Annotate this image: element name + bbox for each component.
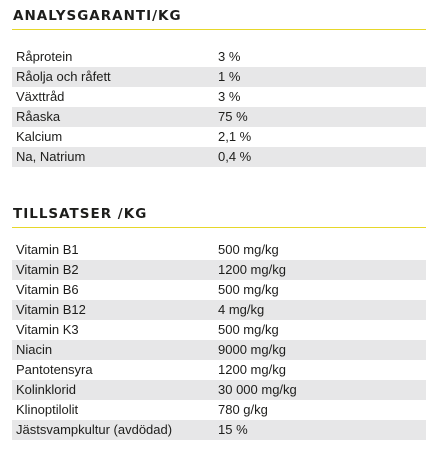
row-value: 0,4 % bbox=[218, 149, 252, 164]
table-row: Niacin 9000 mg/kg bbox=[12, 340, 426, 360]
row-name: Jästsvampkultur (avdödad) bbox=[16, 422, 173, 437]
row-name: Råolja och råfett bbox=[16, 69, 111, 84]
table-row: Vitamin B12 4 mg/kg bbox=[12, 300, 426, 320]
row-value: 2,1 % bbox=[218, 129, 252, 144]
row-name: Niacin bbox=[16, 342, 53, 357]
row-name: Vitamin B1 bbox=[16, 242, 79, 257]
analysis-guarantee-heading: ANALYSGARANTI/KG bbox=[12, 7, 426, 30]
table-row: Jästsvampkultur (avdödad) 15 % bbox=[12, 420, 426, 440]
table-row: Vitamin B2 1200 mg/kg bbox=[12, 260, 426, 280]
row-value: 75 % bbox=[218, 109, 248, 124]
table-row: Vitamin K3 500 mg/kg bbox=[12, 320, 426, 340]
additives-heading: TILLSATSER /KG bbox=[12, 205, 426, 228]
row-value: 500 mg/kg bbox=[218, 322, 279, 337]
analysis-guarantee-section: ANALYSGARANTI/KG Råprotein 3 % Råolja och… bbox=[12, 7, 426, 167]
additives-section: TILLSATSER /KG Vitamin B1 500 mg/kg Vitam… bbox=[12, 205, 426, 440]
table-row: Pantotensyra 1200 mg/kg bbox=[12, 360, 426, 380]
row-name: Na, Natrium bbox=[16, 149, 86, 164]
row-name: Råaska bbox=[16, 109, 61, 124]
row-value: 3 % bbox=[218, 89, 241, 104]
row-name: Vitamin B6 bbox=[16, 282, 79, 297]
table-row: Na, Natrium 0,4 % bbox=[12, 147, 426, 167]
table-row: Växttråd 3 % bbox=[12, 87, 426, 107]
row-value: 3 % bbox=[218, 49, 241, 64]
row-name: Kalcium bbox=[16, 129, 63, 144]
table-row: Vitamin B1 500 mg/kg bbox=[12, 240, 426, 260]
row-value: 500 mg/kg bbox=[218, 242, 279, 257]
table-row: Kolinklorid 30 000 mg/kg bbox=[12, 380, 426, 400]
row-value: 4 mg/kg bbox=[218, 302, 265, 317]
table-row: Kalcium 2,1 % bbox=[12, 127, 426, 147]
row-name: Växttråd bbox=[16, 89, 65, 104]
row-value: 780 g/kg bbox=[218, 402, 268, 417]
analysis-table: Råprotein 3 % Råolja och råfett 1 % Växttr… bbox=[12, 47, 426, 167]
row-name: Vitamin B12 bbox=[16, 302, 86, 317]
row-name: Råprotein bbox=[16, 49, 73, 64]
table-row: Vitamin B6 500 mg/kg bbox=[12, 280, 426, 300]
row-value: 15 % bbox=[218, 422, 248, 437]
row-value: 500 mg/kg bbox=[218, 282, 279, 297]
table-row: Råprotein 3 % bbox=[12, 47, 426, 67]
row-value: 30 000 mg/kg bbox=[218, 382, 297, 397]
row-name: Vitamin K3 bbox=[16, 322, 79, 337]
row-name: Klinoptilolit bbox=[16, 402, 79, 417]
row-name: Pantotensyra bbox=[16, 362, 93, 377]
row-name: Vitamin B2 bbox=[16, 262, 79, 277]
table-row: Klinoptilolit 780 g/kg bbox=[12, 400, 426, 420]
row-value: 1 % bbox=[218, 69, 241, 84]
additives-table: Vitamin B1 500 mg/kg Vitamin B2 1200 mg/kg… bbox=[12, 240, 426, 440]
table-row: Råaska 75 % bbox=[12, 107, 426, 127]
row-value: 1200 mg/kg bbox=[218, 262, 286, 277]
row-value: 1200 mg/kg bbox=[218, 362, 286, 377]
row-value: 9000 mg/kg bbox=[218, 342, 286, 357]
table-row: Råolja och råfett 1 % bbox=[12, 67, 426, 87]
row-name: Kolinklorid bbox=[16, 382, 76, 397]
